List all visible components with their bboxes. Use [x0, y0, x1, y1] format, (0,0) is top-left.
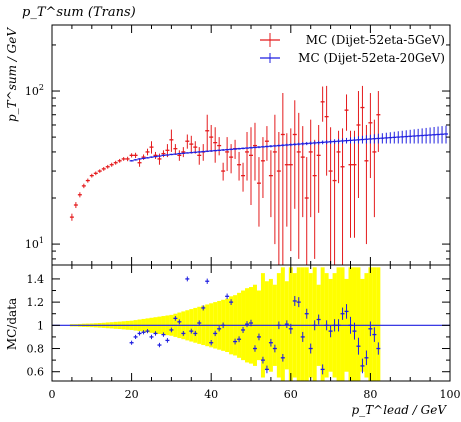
- ratio-band-bin: [376, 267, 381, 381]
- ratio-y-tick-label: 1: [37, 319, 44, 332]
- ratio-y-tick-label: 0.8: [27, 343, 45, 356]
- main-panel-marks: [69, 85, 449, 265]
- main-y-axis-label: p_T^sum / GeV: [5, 27, 19, 122]
- ratio-band-bin: [280, 267, 285, 381]
- ratio-y-axis-label: MC/data: [5, 298, 19, 350]
- ratio-band-bin: [356, 267, 361, 381]
- main-y-tick-label: 102: [25, 83, 44, 98]
- ratio-band-bin: [296, 267, 301, 381]
- ratio-band-bin: [372, 267, 377, 381]
- x-tick-label: 60: [284, 388, 298, 401]
- legend-label-series-2: MC (Dijet-52eta-20GeV): [298, 51, 445, 65]
- ratio-y-tick-label: 1.4: [27, 273, 45, 286]
- main-y-tick-label: 101: [25, 236, 44, 251]
- main-legend: MC (Dijet-52eta-5GeV) MC (Dijet-52eta-20…: [260, 33, 445, 65]
- ratio-band-bin: [340, 267, 345, 381]
- ratio-band-bin: [304, 267, 309, 381]
- ratio-band-bin: [320, 267, 325, 381]
- ratio-band-bin: [300, 267, 305, 381]
- x-axis-label: p_T^lead / GeV: [351, 403, 447, 417]
- legend-label-series-1: MC (Dijet-52eta-5GeV): [306, 33, 445, 47]
- axis-ticks: 0 20 40 60 80 100 101 102 0.6 0.8 1 1.2 1.4: [25, 25, 461, 401]
- x-tick-label: 80: [363, 388, 377, 401]
- ratio-panel-marks: [52, 267, 450, 381]
- x-tick-label: 0: [49, 388, 56, 401]
- x-tick-label: 20: [125, 388, 139, 401]
- ratio-y-tick-label: 0.6: [27, 366, 45, 379]
- ratio-y-tick-label: 1.2: [27, 296, 45, 309]
- chart-title: p_T^sum (Trans): [22, 5, 136, 20]
- x-tick-label: 100: [440, 388, 461, 401]
- x-tick-label: 40: [204, 388, 218, 401]
